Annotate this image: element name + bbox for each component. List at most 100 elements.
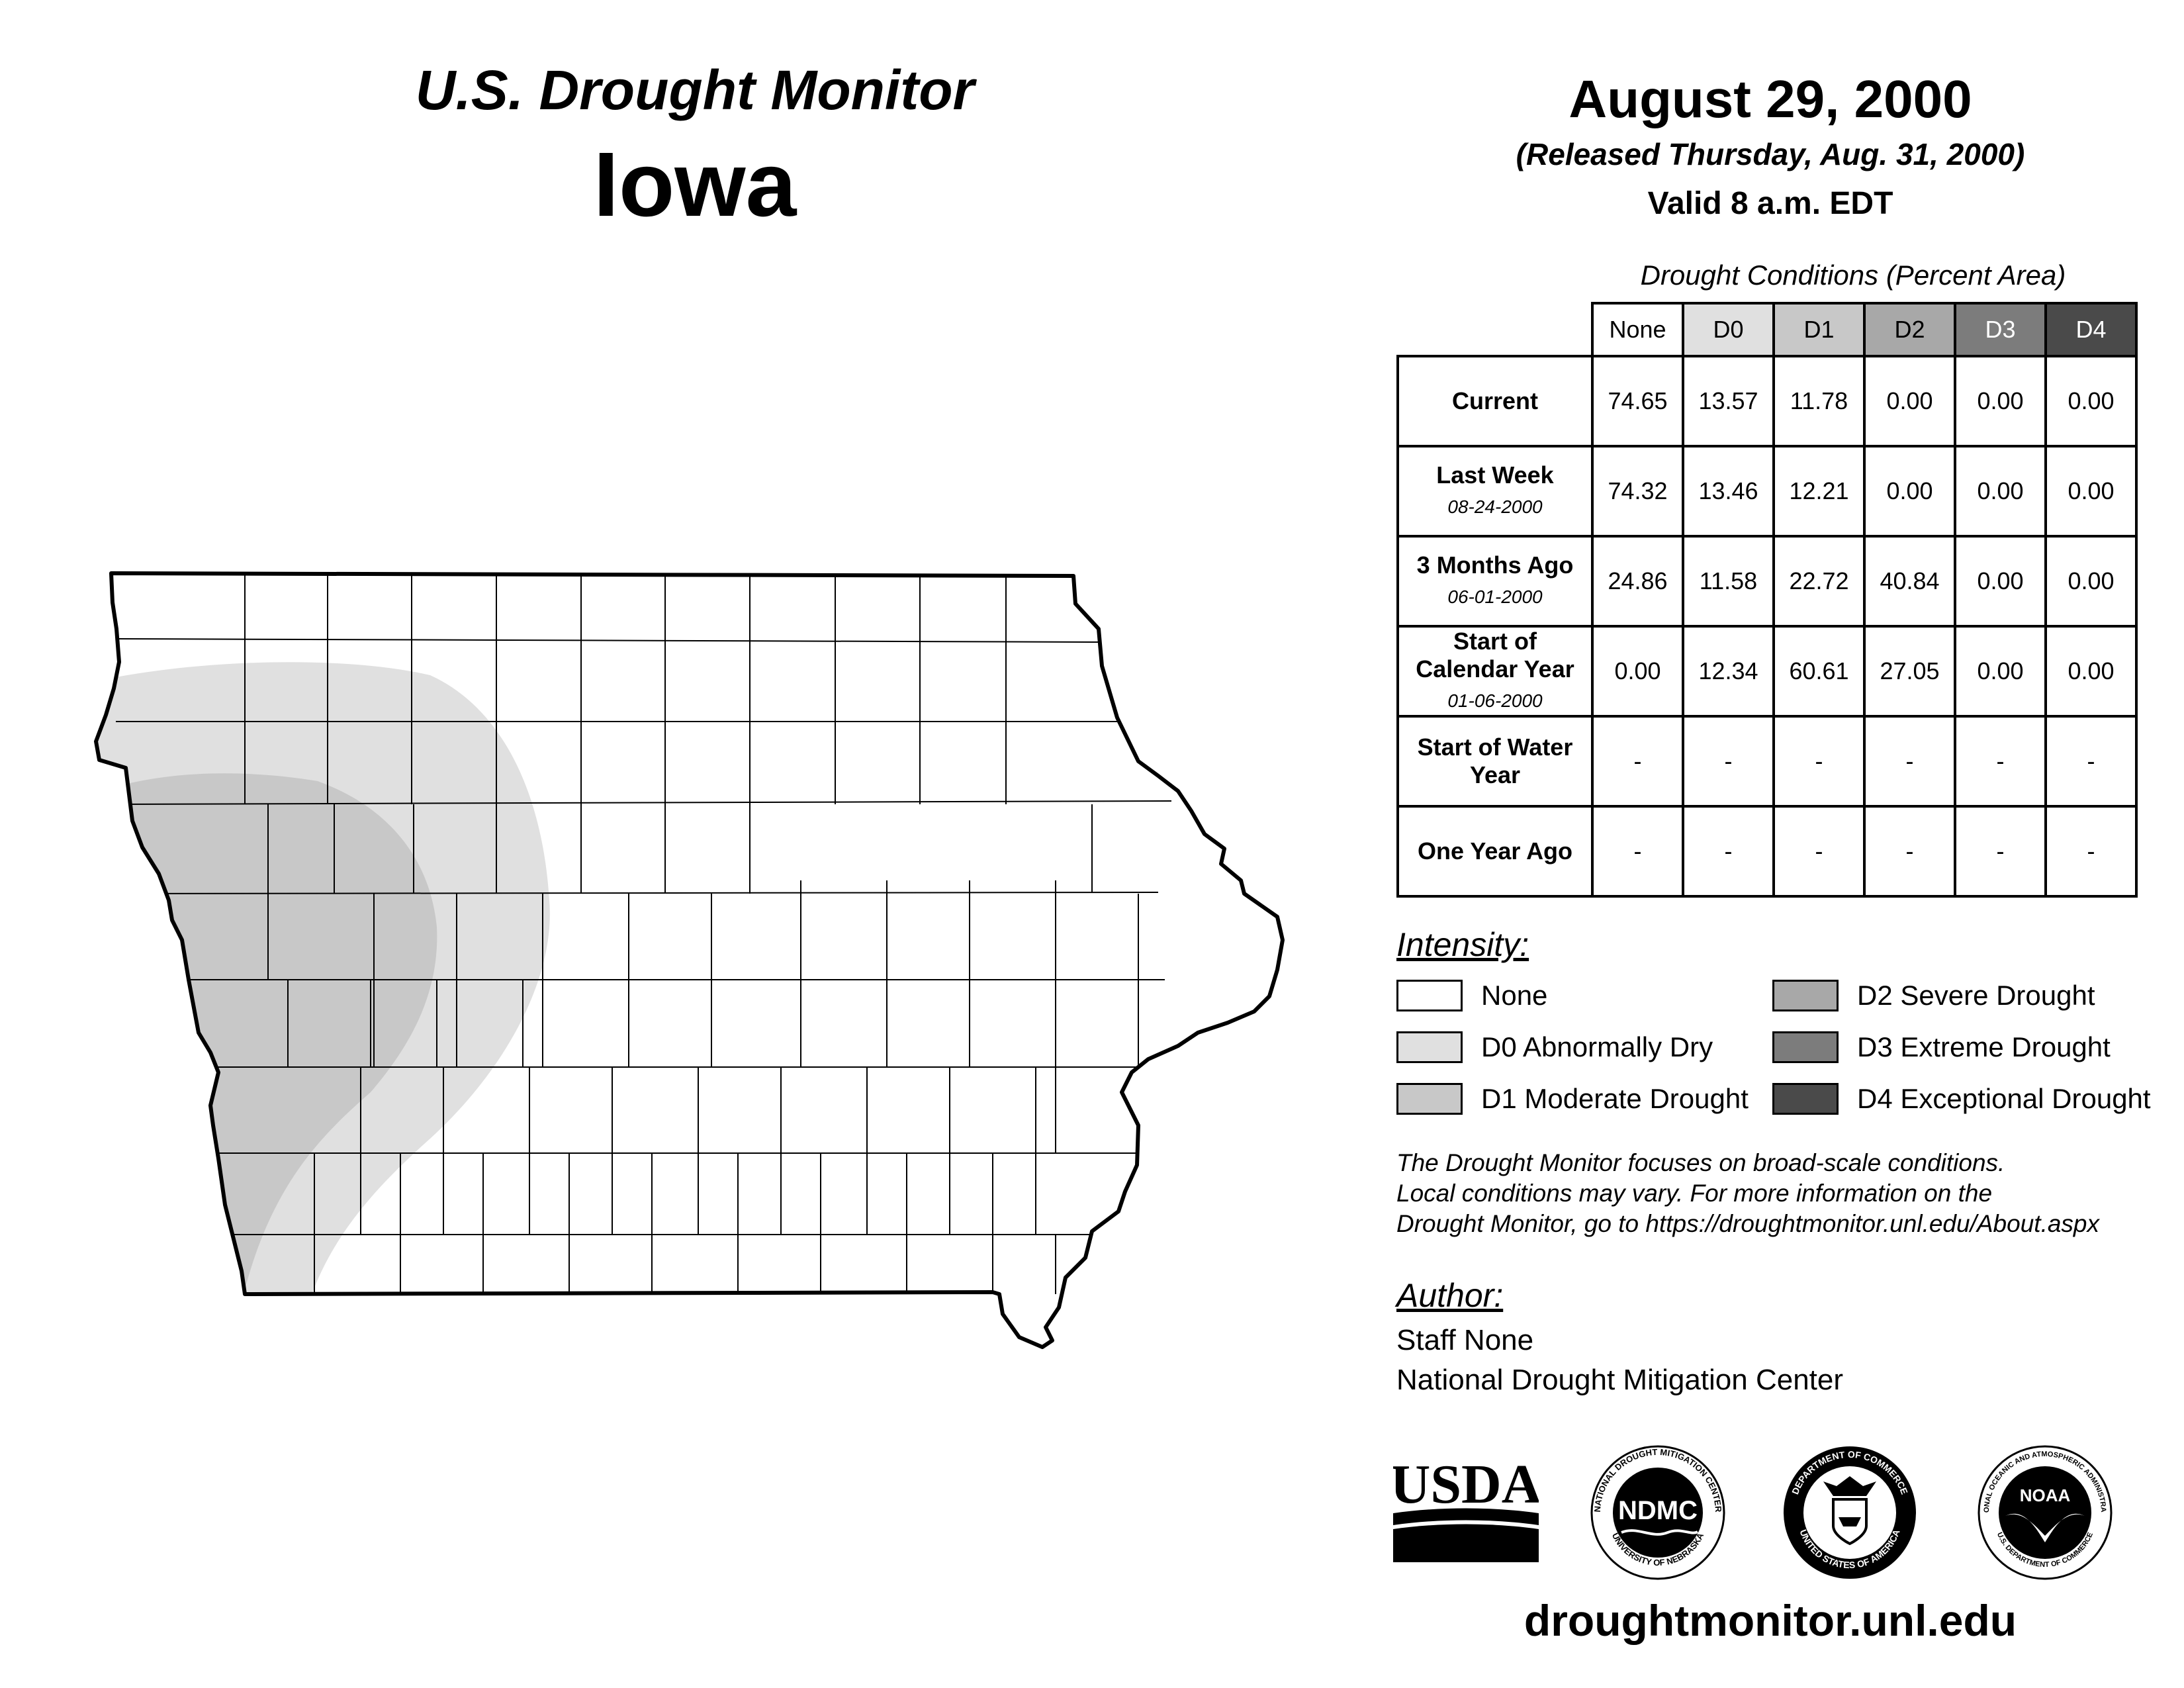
cell-last-week-d1: 12.21 [1772, 445, 1866, 538]
cell-last-week-d3: 0.00 [1954, 445, 2047, 538]
legend-swatch-d1 [1396, 1083, 1463, 1115]
legend-label-d0: D0 Abnormally Dry [1481, 1031, 1713, 1062]
row-label-text: One Year Ago [1417, 837, 1573, 865]
legend-swatch-d2 [1772, 980, 1839, 1011]
row-label-text: 3 Months Ago [1416, 551, 1574, 579]
row-label-3-months-ago: 3 Months Ago 06-01-2000 [1396, 535, 1594, 628]
col-header-d4: D4 [2044, 302, 2138, 357]
seabird-icon [2005, 1513, 2085, 1542]
cell-one-year-ago-d2: - [1863, 805, 1956, 898]
row-label-text: Start of Water Year [1417, 733, 1573, 788]
cell-current-d3: 0.00 [1954, 355, 2047, 447]
author-organization: National Drought Mitigation Center [1396, 1364, 1844, 1396]
cell-start-of-water-year-none: - [1591, 715, 1684, 808]
legend-swatch-d0 [1396, 1031, 1463, 1063]
valid-time: Valid 8 a.m. EDT [1647, 186, 1893, 221]
legend-label-d2: D2 Severe Drought [1857, 980, 2095, 1011]
cell-start-of-water-year-d1: - [1772, 715, 1866, 808]
row-label-text: Last Week [1436, 461, 1554, 489]
cell-start-of-calendar-year-none: 0.00 [1591, 625, 1684, 718]
svg-text:NDMC: NDMC [1618, 1496, 1698, 1525]
legend-swatch-d3 [1772, 1031, 1839, 1063]
drought-conditions-table: None D0 D1 D2 D3 D4 Current 74.65 13.57 11.… [1396, 302, 2138, 898]
row-label-date: 06-01-2000 [1447, 586, 1543, 607]
author-name: Staff None [1396, 1324, 1534, 1356]
disclaimer-note: The Drought Monitor focuses on broad-sca… [1396, 1148, 2177, 1239]
col-header-none: None [1591, 302, 1684, 357]
table-row-current: Current 74.65 13.57 11.78 0.00 0.00 0.00 [1396, 355, 2138, 447]
note-line-1: The Drought Monitor focuses on broad-sca… [1396, 1149, 2005, 1176]
iowa-state-outline [94, 571, 1285, 1349]
cell-current-none: 74.65 [1591, 355, 1684, 447]
legend-title: Intensity: [1396, 926, 1529, 963]
cell-current-d0: 13.57 [1682, 355, 1775, 447]
cell-3-months-ago-d4: 0.00 [2044, 535, 2138, 628]
cell-one-year-ago-d1: - [1772, 805, 1866, 898]
col-header-d1: D1 [1772, 302, 1866, 357]
release-date: (Released Thursday, Aug. 31, 2000) [1516, 137, 2025, 171]
cell-start-of-calendar-year-d1: 60.61 [1772, 625, 1866, 718]
row-label-start-of-water-year: Start of Water Year [1396, 715, 1594, 808]
cell-3-months-ago-d0: 11.58 [1682, 535, 1775, 628]
cell-start-of-water-year-d3: - [1954, 715, 2047, 808]
cell-one-year-ago-d0: - [1682, 805, 1775, 898]
note-line-3: Drought Monitor, go to https://droughtmo… [1396, 1210, 2099, 1237]
cell-one-year-ago-d3: - [1954, 805, 2047, 898]
row-label-text: Current [1451, 387, 1538, 414]
cell-current-d4: 0.00 [2044, 355, 2138, 447]
cell-one-year-ago-d4: - [2044, 805, 2138, 898]
cell-start-of-calendar-year-d3: 0.00 [1954, 625, 2047, 718]
cell-last-week-d2: 0.00 [1863, 445, 1956, 538]
cell-last-week-none: 74.32 [1591, 445, 1684, 538]
map-title: U.S. Drought Monitor [415, 59, 975, 121]
table-header-row: None D0 D1 D2 D3 D4 [1398, 302, 2138, 357]
row-label-date: 08-24-2000 [1447, 496, 1543, 517]
noaa-logo: NATIONAL OCEANIC AND ATMOSPHERIC ADMINIS… [1976, 1443, 2113, 1580]
cell-one-year-ago-none: - [1591, 805, 1684, 898]
cell-start-of-calendar-year-d4: 0.00 [2044, 625, 2138, 718]
author-heading: Author: [1396, 1277, 1504, 1314]
cell-current-d2: 0.00 [1863, 355, 1956, 447]
row-label-current: Current [1396, 355, 1594, 447]
legend-label-d1: D1 Moderate Drought [1481, 1083, 1749, 1114]
col-header-d3: D3 [1954, 302, 2047, 357]
cell-current-d1: 11.78 [1772, 355, 1866, 447]
table-corner [1398, 303, 1592, 356]
col-header-d2: D2 [1863, 302, 1956, 357]
cell-start-of-water-year-d0: - [1682, 715, 1775, 808]
table-row-last-week: Last Week 08-24-2000 74.32 13.46 12.21 0.00 0.… [1396, 445, 2138, 538]
map-date: August 29, 2000 [1569, 70, 1972, 128]
ndmc-logo: NATIONAL DROUGHT MITIGATION CENTER UNIVE… [1590, 1445, 1725, 1580]
eagle-icon [1823, 1476, 1876, 1496]
cell-start-of-water-year-d2: - [1863, 715, 1956, 808]
cell-start-of-calendar-year-d2: 27.05 [1863, 625, 1956, 718]
cell-3-months-ago-d1: 22.72 [1772, 535, 1866, 628]
table-body: Current 74.65 13.57 11.78 0.00 0.00 0.00 Last W… [1396, 355, 2138, 898]
county-boundaries [115, 573, 1172, 1294]
legend-swatch-none [1396, 980, 1463, 1011]
legend-swatch-d4 [1772, 1083, 1839, 1115]
cell-start-of-water-year-d4: - [2044, 715, 2138, 808]
shield-icon [1832, 1498, 1868, 1546]
table-row-3-months-ago: 3 Months Ago 06-01-2000 24.86 11.58 22.72 40.… [1396, 535, 2138, 628]
department-of-commerce-seal: DEPARTMENT OF COMMERCE UNITED STATES OF … [1784, 1446, 1916, 1579]
svg-text:USDA: USDA [1393, 1454, 1539, 1515]
cell-last-week-d4: 0.00 [2044, 445, 2138, 538]
table-caption: Drought Conditions (Percent Area) [1640, 259, 2066, 291]
svg-text:NOAA: NOAA [2020, 1485, 2071, 1505]
table-row-one-year-ago: One Year Ago - - - - - - [1396, 805, 2138, 898]
cell-3-months-ago-d3: 0.00 [1954, 535, 2047, 628]
site-url[interactable]: droughtmonitor.unl.edu [1524, 1596, 2017, 1645]
row-label-one-year-ago: One Year Ago [1396, 805, 1594, 898]
usda-logo: USDA [1393, 1454, 1539, 1562]
row-label-date: 01-06-2000 [1447, 690, 1543, 711]
legend-label-d4: D4 Exceptional Drought [1857, 1083, 2151, 1114]
cell-start-of-calendar-year-d0: 12.34 [1682, 625, 1775, 718]
table-row-start-of-water-year: Start of Water Year - - - - - - [1396, 715, 2138, 808]
cell-3-months-ago-none: 24.86 [1591, 535, 1684, 628]
col-header-d0: D0 [1682, 302, 1775, 357]
note-line-2: Local conditions may vary. For more info… [1396, 1180, 1993, 1207]
state-name: Iowa [593, 134, 797, 236]
cell-last-week-d0: 13.46 [1682, 445, 1775, 538]
